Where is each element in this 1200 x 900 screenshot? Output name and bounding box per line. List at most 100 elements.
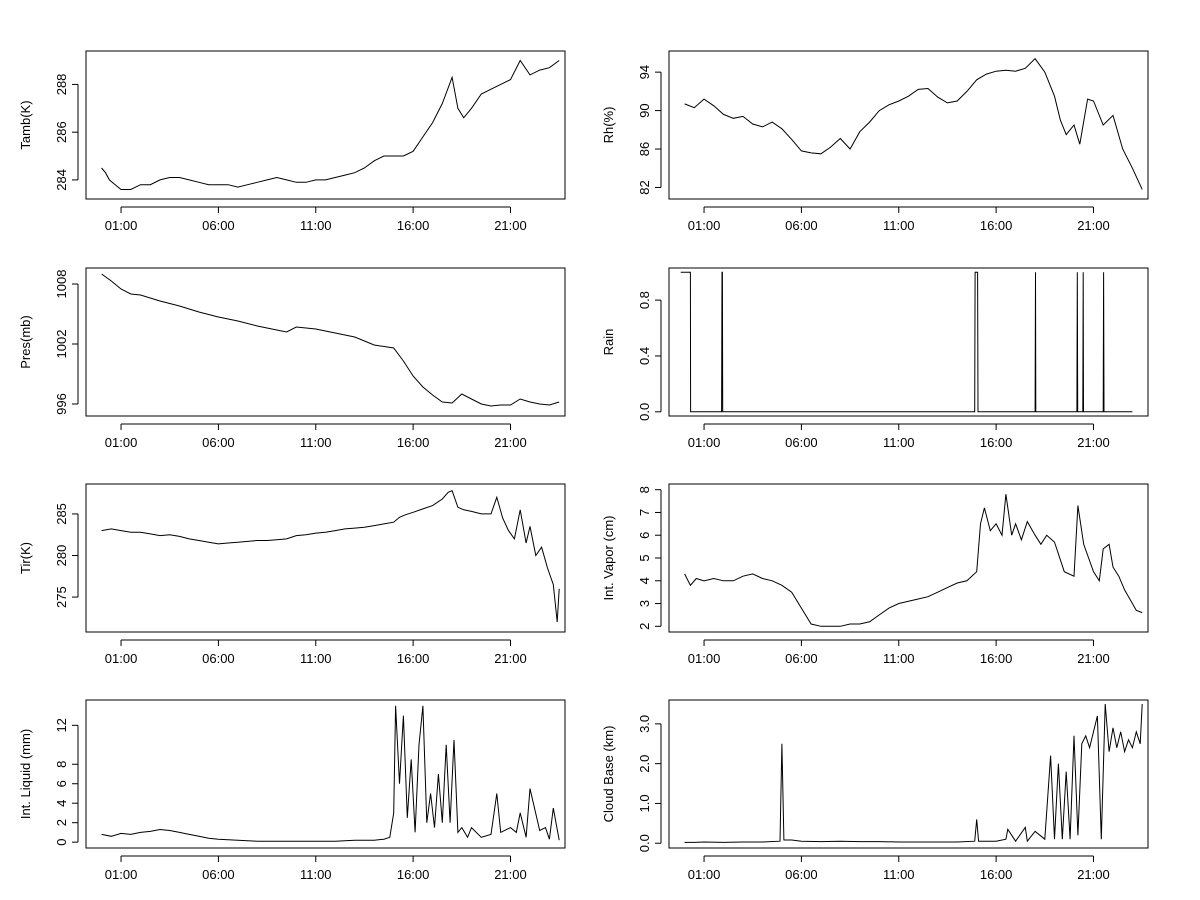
chart-panel-5: 01:00 06:00 11:00 16:00 21:00 275 280 285 Tir(K) [18,483,566,666]
x-tick-label: 01:00 [688,218,721,233]
x-tick-label: 06:00 [785,867,818,882]
x-tick-label: 01:00 [105,651,138,666]
plot-frame [668,267,1149,417]
x-tick-label: 11:00 [883,218,915,233]
y-tick-label: 0.4 [637,347,652,365]
y-tick-label: 2.0 [637,755,652,773]
plot-frame [85,50,566,200]
y-axis-label: Int. Liquid (mm) [18,729,33,819]
plot-frame [85,267,566,417]
data-line [684,57,1143,190]
y-tick-label: 280 [54,545,69,567]
y-tick-label: 2 [637,623,652,630]
x-tick-label: 11:00 [300,435,332,450]
y-tick-label: 1008 [54,270,69,299]
y-axis-label: Int. Vapor (cm) [601,515,616,600]
chart-panel-4: 01:00 06:00 11:00 16:00 21:00 0.0 0.4 0.8 Rain [601,267,1149,450]
x-tick-label: 16:00 [980,435,1013,450]
plot-frame [668,50,1149,200]
data-line [101,490,560,623]
x-tick-label: 16:00 [980,867,1013,882]
x-tick-label: 06:00 [202,435,235,450]
y-tick-label: 8 [637,486,652,493]
y-tick-label: 2 [54,819,69,826]
data-line [684,494,1143,627]
y-tick-label: 4 [54,800,69,807]
y-tick-label: 1002 [54,330,69,359]
x-tick-label: 21:00 [1077,651,1110,666]
y-axis-label: Tamb(K) [18,100,33,149]
x-tick-label: 06:00 [785,218,818,233]
x-tick-label: 21:00 [1077,218,1110,233]
y-tick-label: 996 [54,393,69,415]
y-tick-label: 0.8 [637,291,652,309]
x-tick-label: 01:00 [688,435,721,450]
plot-frame [668,483,1149,633]
x-tick-label: 21:00 [494,867,527,882]
y-tick-label: 7 [637,509,652,516]
x-tick-label: 11:00 [300,218,332,233]
x-tick-label: 21:00 [494,651,527,666]
x-tick-label: 16:00 [397,218,430,233]
y-tick-label: 5 [637,554,652,561]
data-line [680,271,1133,413]
y-tick-label: 4 [637,577,652,584]
x-tick-label: 01:00 [105,435,138,450]
chart-panel-8: 01:00 06:00 11:00 16:00 21:00 0.0 1.0 2.0 3.0 Clo… [601,699,1149,882]
y-tick-label: 275 [54,586,69,608]
x-tick-label: 21:00 [1077,867,1110,882]
data-line [101,273,560,407]
x-tick-label: 21:00 [494,218,527,233]
data-line [101,705,560,842]
x-tick-label: 11:00 [883,651,915,666]
y-tick-label: 0.0 [637,834,652,852]
x-tick-label: 11:00 [883,867,915,882]
x-tick-label: 16:00 [397,651,430,666]
y-axis-label: Rain [601,329,616,356]
data-line [684,703,1143,843]
y-tick-label: 3.0 [637,715,652,733]
y-axis-label: Pres(mb) [18,315,33,368]
x-tick-label: 16:00 [980,218,1013,233]
y-axis-label: Tir(K) [18,542,33,574]
chart-panel-1: 01:00 06:00 11:00 16:00 21:00 284 286 288 Tamb(K… [18,50,566,233]
x-tick-label: 11:00 [300,651,332,666]
x-tick-label: 21:00 [1077,435,1110,450]
x-tick-label: 11:00 [883,435,915,450]
x-tick-label: 16:00 [980,651,1013,666]
plot-frame [668,699,1149,849]
y-tick-label: 1.0 [637,794,652,812]
x-tick-label: 21:00 [494,435,527,450]
x-tick-label: 16:00 [397,867,430,882]
x-tick-label: 06:00 [785,435,818,450]
x-tick-label: 06:00 [202,867,235,882]
y-tick-label: 94 [637,65,652,79]
chart-panel-6: 01:00 06:00 11:00 16:00 21:00 2 3 4 5 6 7 8 Int. Vap… [601,483,1149,666]
y-tick-label: 0.0 [637,403,652,421]
x-tick-label: 01:00 [688,867,721,882]
y-tick-label: 82 [637,180,652,194]
y-tick-label: 86 [637,142,652,156]
x-tick-label: 06:00 [202,651,235,666]
x-tick-label: 01:00 [105,218,138,233]
x-tick-label: 01:00 [688,651,721,666]
plot-frame [85,483,566,633]
chart-panel-3: 01:00 06:00 11:00 16:00 21:00 996 1002 1008 Pres… [18,267,566,450]
x-tick-label: 06:00 [785,651,818,666]
x-tick-label: 01:00 [105,867,138,882]
y-tick-label: 285 [54,503,69,525]
y-tick-label: 3 [637,600,652,607]
y-tick-label: 12 [54,718,69,732]
y-tick-label: 0 [54,839,69,846]
plot-frame [85,699,566,849]
y-tick-label: 288 [54,74,69,96]
chart-panel-7: 01:00 06:00 11:00 16:00 21:00 0 2 4 6 8 12 Int. Liq… [18,699,566,882]
x-tick-label: 11:00 [300,867,332,882]
data-line [101,59,560,190]
y-tick-label: 284 [54,169,69,191]
y-tick-label: 6 [637,532,652,539]
y-tick-label: 286 [54,121,69,143]
y-axis-label: Rh(%) [601,107,616,144]
y-tick-label: 90 [637,103,652,117]
